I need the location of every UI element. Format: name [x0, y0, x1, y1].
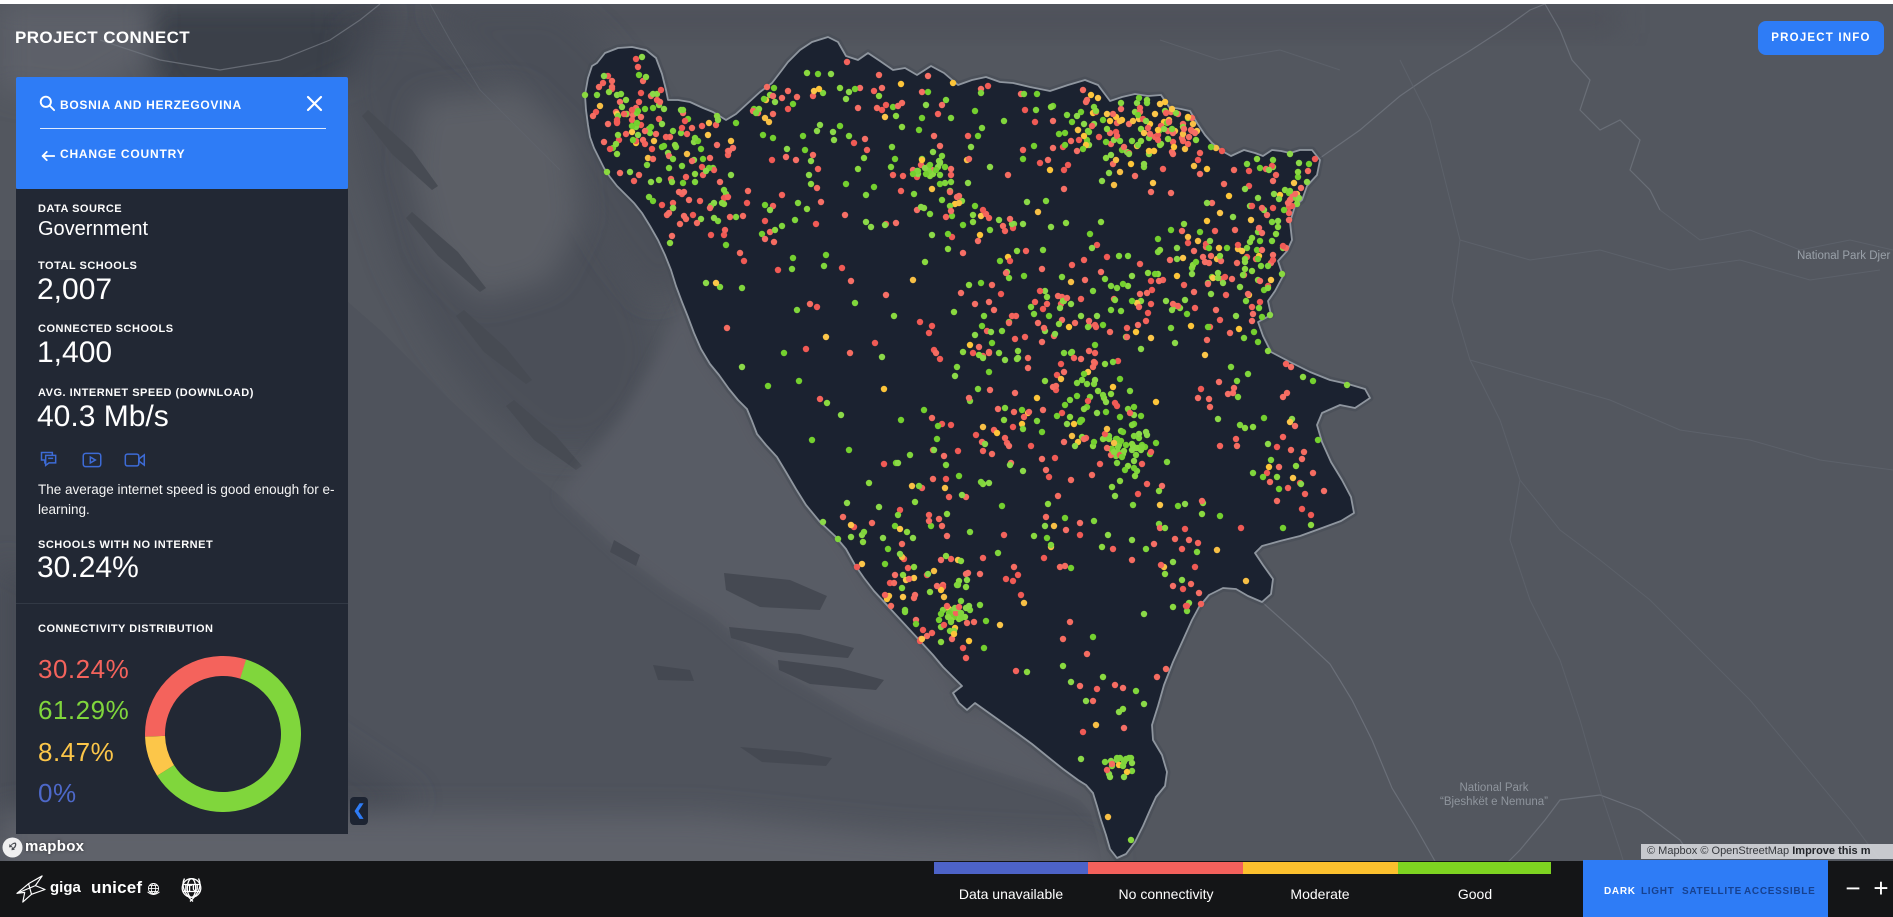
svg-text:ITU: ITU — [185, 883, 199, 893]
svg-text:National Park Djer: National Park Djer — [1797, 250, 1890, 262]
svg-text:“Bjeshkët e Nemuna”: “Bjeshkët e Nemuna” — [1440, 796, 1548, 808]
svg-text:National Park: National Park — [1459, 782, 1528, 794]
